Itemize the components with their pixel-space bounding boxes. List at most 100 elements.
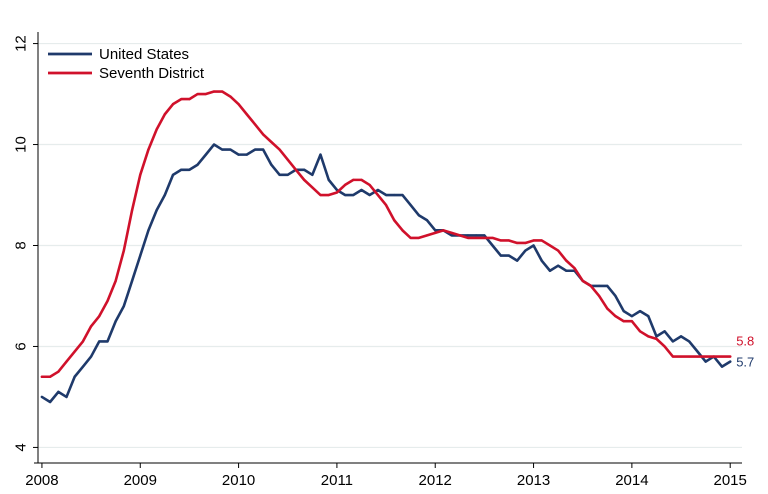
data-point xyxy=(253,123,257,126)
data-point xyxy=(221,148,224,151)
data-point xyxy=(303,178,306,181)
data-point xyxy=(368,193,371,197)
data-point xyxy=(180,168,183,171)
data-point xyxy=(286,173,289,176)
data-point xyxy=(319,153,322,156)
legend-label: Seventh District xyxy=(99,65,205,82)
data-point xyxy=(130,279,134,282)
data-point xyxy=(171,103,175,106)
data-point xyxy=(229,148,232,151)
data-point xyxy=(335,191,339,194)
data-point xyxy=(270,163,273,166)
data-point xyxy=(573,267,576,270)
data-point xyxy=(688,355,691,358)
data-point xyxy=(540,239,543,242)
data-point xyxy=(442,229,445,232)
data-point xyxy=(425,219,429,222)
data-point xyxy=(294,168,298,171)
data-point xyxy=(466,234,470,237)
data-point xyxy=(196,92,199,96)
data-point xyxy=(516,259,519,262)
data-point xyxy=(114,320,117,323)
data-point xyxy=(466,236,470,240)
data-point xyxy=(327,193,330,197)
data-point xyxy=(237,103,240,106)
data-point xyxy=(679,355,683,358)
data-point xyxy=(40,395,44,399)
end-label: 5.8 xyxy=(736,334,754,349)
data-point xyxy=(647,315,650,318)
data-point xyxy=(434,231,437,234)
data-point xyxy=(499,254,502,257)
data-point xyxy=(499,239,502,242)
data-point xyxy=(663,330,666,333)
data-point xyxy=(393,219,396,222)
data-point xyxy=(237,153,240,156)
data-point xyxy=(557,249,560,252)
data-point xyxy=(245,113,248,116)
data-point xyxy=(540,259,543,262)
data-point xyxy=(622,310,625,313)
data-point xyxy=(458,234,461,237)
data-point xyxy=(48,400,52,404)
data-point xyxy=(434,229,437,232)
data-point xyxy=(360,188,363,192)
data-point xyxy=(729,360,732,363)
data-point xyxy=(548,269,552,272)
data-point xyxy=(720,355,724,358)
data-point xyxy=(606,307,609,310)
data-point xyxy=(139,254,142,257)
data-point xyxy=(327,178,330,181)
data-point xyxy=(507,254,511,257)
data-point xyxy=(565,259,568,262)
data-point xyxy=(384,193,388,197)
data-point xyxy=(647,335,650,338)
legend: United States Seventh District xyxy=(48,46,205,82)
data-point xyxy=(343,193,347,197)
data-point xyxy=(171,173,175,176)
data-point xyxy=(671,355,674,358)
data-point xyxy=(114,279,117,282)
data-point xyxy=(286,158,289,161)
data-point xyxy=(671,340,674,343)
data-point xyxy=(360,178,363,181)
data-point xyxy=(122,304,125,308)
data-point xyxy=(303,168,306,171)
series-lines xyxy=(40,90,732,404)
data-point xyxy=(212,143,216,146)
data-point xyxy=(368,183,371,187)
data-point xyxy=(401,229,404,232)
x-tick-label: 2013 xyxy=(517,472,550,489)
data-point xyxy=(262,133,265,136)
data-point xyxy=(155,209,158,212)
data-point xyxy=(89,355,93,358)
legend-label: United States xyxy=(99,46,189,63)
data-point xyxy=(65,360,68,363)
data-point xyxy=(581,279,584,282)
data-point xyxy=(598,284,601,287)
data-point xyxy=(122,249,125,252)
end-label: 5.7 xyxy=(736,355,754,370)
data-point xyxy=(196,163,199,166)
data-point xyxy=(48,375,52,378)
data-point xyxy=(139,173,142,176)
y-tick-label: 10 xyxy=(13,136,30,153)
data-point xyxy=(155,128,158,131)
data-point xyxy=(253,148,257,151)
data-point xyxy=(507,239,511,242)
data-point xyxy=(548,244,552,247)
data-point xyxy=(720,365,724,368)
data-point xyxy=(212,90,216,93)
x-tick-label: 2009 xyxy=(124,472,157,489)
data-point xyxy=(376,193,380,197)
data-point xyxy=(319,193,322,197)
data-point xyxy=(106,340,109,343)
data-point xyxy=(614,294,617,298)
data-point xyxy=(450,231,453,234)
data-point xyxy=(311,186,314,189)
data-point xyxy=(188,98,191,101)
data-point xyxy=(204,92,207,96)
data-point xyxy=(352,193,355,197)
axes: 4 6 8 10 12 2008 2009 2010 2011 2012 2013 2014 2015 xyxy=(13,32,747,489)
data-point xyxy=(188,168,191,171)
